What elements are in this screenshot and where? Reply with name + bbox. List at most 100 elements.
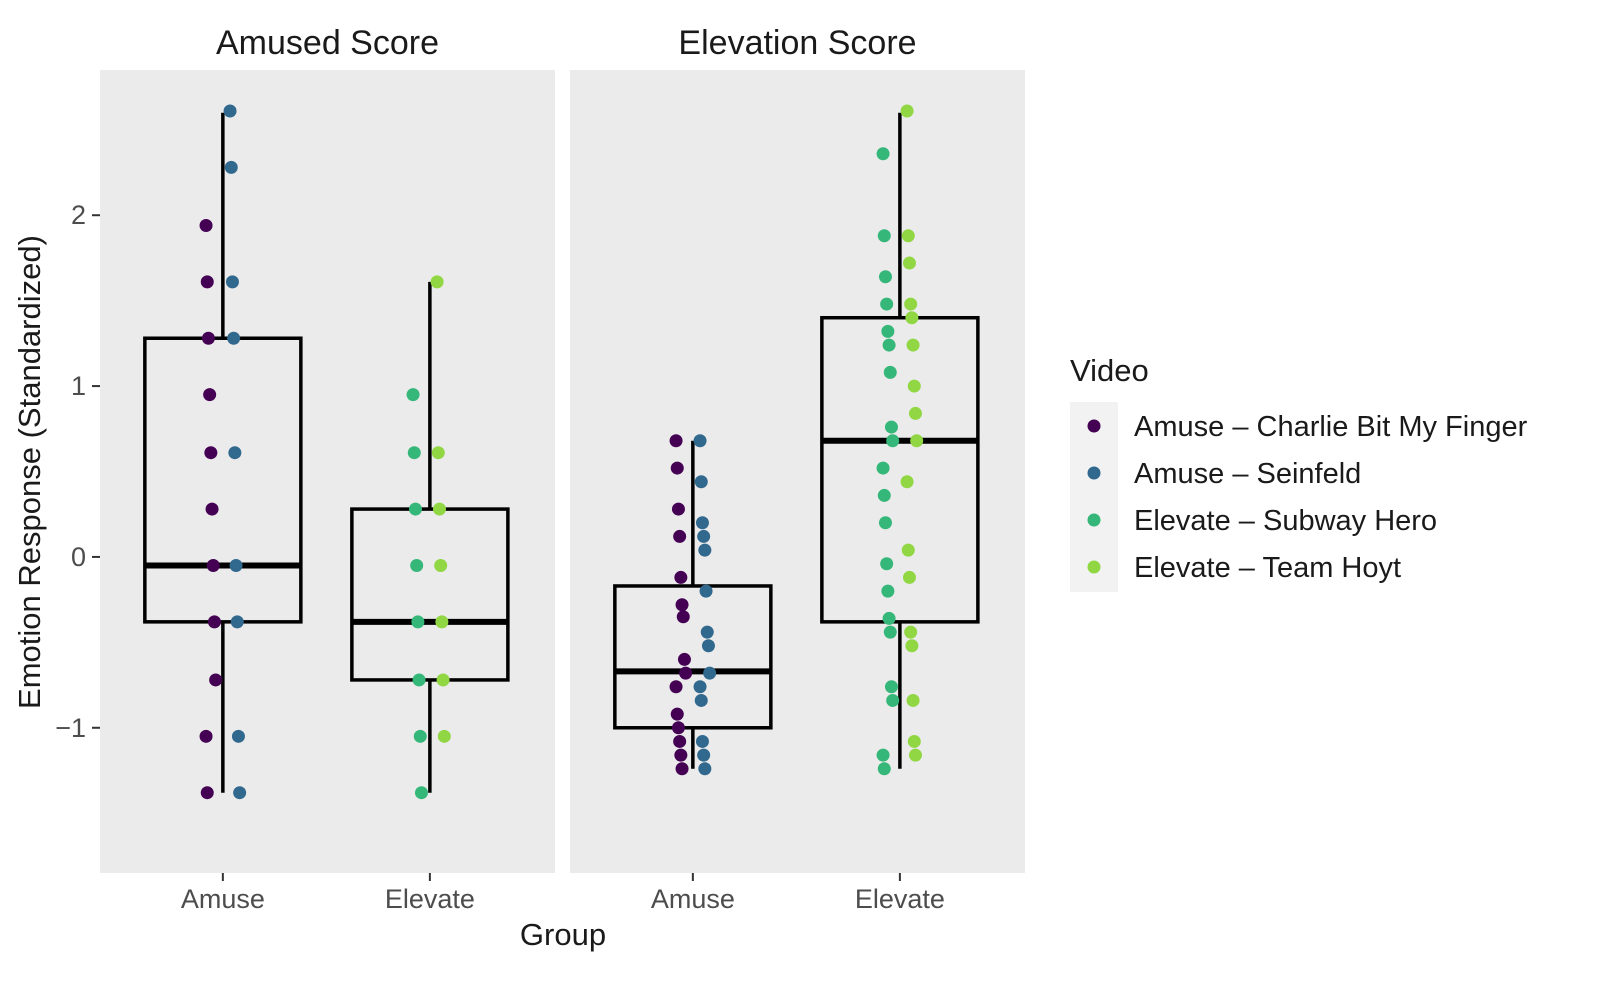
x-tick-label: Amuse [651, 884, 735, 914]
data-point [695, 734, 709, 748]
box-iqr [350, 507, 510, 682]
data-point [430, 275, 444, 289]
data-point [200, 275, 214, 289]
data-point [876, 748, 890, 762]
data-point [227, 331, 241, 345]
data-point [670, 461, 684, 475]
data-point [883, 365, 897, 379]
facet-panel-1: Elevation Score [570, 24, 1025, 873]
x-tick-label: Amuse [181, 884, 265, 914]
x-tick-label: Elevate [855, 884, 945, 914]
legend-label: Elevate – Team Hoyt [1134, 552, 1401, 584]
y-tick-label: 0 [71, 542, 86, 572]
data-point [223, 104, 237, 118]
data-point [904, 297, 918, 311]
data-point [907, 379, 921, 393]
y-tick-label: 2 [71, 200, 86, 230]
data-point [900, 104, 914, 118]
panel-background [570, 70, 1025, 873]
legend-key-dot [1087, 466, 1101, 480]
data-point [694, 693, 708, 707]
data-point [877, 762, 891, 776]
box-group-elevate [820, 104, 980, 776]
y-tick-label: −1 [55, 713, 86, 743]
data-point [905, 311, 919, 325]
data-point [908, 406, 922, 420]
x-tick-label: Elevate [385, 884, 475, 914]
box-iqr [820, 315, 980, 624]
data-point [677, 652, 691, 666]
data-point [703, 666, 717, 680]
data-point [408, 502, 422, 516]
legend-key-background [1070, 402, 1118, 592]
data-point [906, 338, 920, 352]
data-point [201, 331, 215, 345]
data-point [224, 160, 238, 174]
legend-label: Amuse – Seinfeld [1134, 458, 1361, 490]
legend-title: Video [1070, 353, 1149, 388]
data-point [676, 610, 690, 624]
data-point [883, 625, 897, 639]
data-point [699, 584, 713, 598]
data-point [414, 786, 428, 800]
legend-key-dot [1087, 419, 1101, 433]
panel-background [100, 70, 555, 873]
data-point [906, 693, 920, 707]
data-point [205, 502, 219, 516]
data-point [200, 786, 214, 800]
data-point [698, 543, 712, 557]
data-point [882, 338, 896, 352]
data-point [230, 615, 244, 629]
data-point [199, 218, 213, 232]
data-point [876, 461, 890, 475]
data-point [669, 434, 683, 448]
data-point [674, 748, 688, 762]
data-point [877, 229, 891, 243]
data-point [693, 434, 707, 448]
data-point [693, 680, 707, 694]
data-point [695, 516, 709, 530]
facet-title: Elevation Score [678, 24, 916, 62]
data-point [902, 570, 916, 584]
data-point [877, 488, 891, 502]
facet-panel-0: Amused Score [100, 24, 555, 873]
data-point [435, 615, 449, 629]
data-point [407, 446, 421, 460]
data-point [878, 270, 892, 284]
data-point [884, 680, 898, 694]
data-point [203, 388, 217, 402]
data-point [204, 446, 218, 460]
box-group-amuse [143, 104, 303, 800]
data-point [413, 729, 427, 743]
data-point [881, 324, 895, 338]
data-point [207, 615, 221, 629]
box-iqr [613, 584, 773, 730]
y-tick-label: 1 [71, 371, 86, 401]
data-point [881, 584, 895, 598]
data-point [884, 420, 898, 434]
data-point [908, 748, 922, 762]
data-point [199, 729, 213, 743]
axes-layer: Amuse Elevate Amuse Elevate −1 0 1 2 [55, 200, 945, 914]
data-point [905, 639, 919, 653]
data-point [231, 729, 245, 743]
legend-key-dot [1087, 560, 1101, 574]
data-point [900, 475, 914, 489]
data-point [901, 543, 915, 557]
data-point [410, 558, 424, 572]
legend-key-dot [1087, 513, 1101, 527]
legend-items: Amuse – Charlie Bit My Finger Amuse – Sei… [1087, 411, 1528, 584]
data-point [901, 229, 915, 243]
data-point [886, 693, 900, 707]
data-point [206, 558, 220, 572]
data-point [673, 734, 687, 748]
data-point [671, 502, 685, 516]
data-point [412, 673, 426, 687]
panels-layer: Amused Score Elevation Score [100, 24, 1025, 873]
box-group-amuse [613, 434, 773, 776]
data-point [880, 297, 894, 311]
data-point [907, 734, 921, 748]
data-point [700, 625, 714, 639]
data-point [882, 611, 896, 625]
